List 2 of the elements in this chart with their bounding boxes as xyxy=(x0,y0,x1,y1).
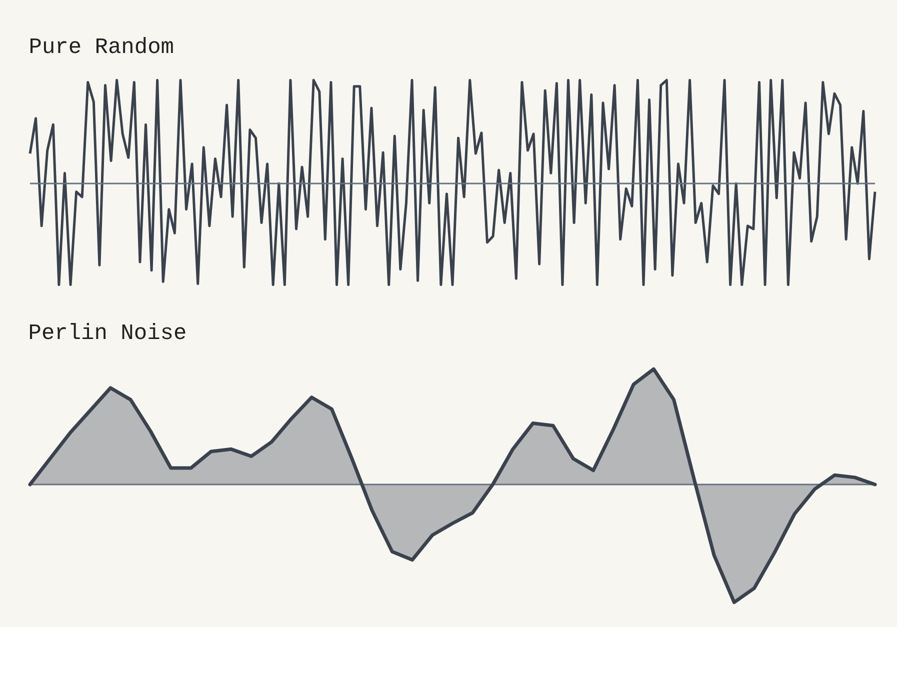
chart-title: Pure Random xyxy=(28,35,174,60)
chart-title: Perlin Noise xyxy=(28,321,187,346)
